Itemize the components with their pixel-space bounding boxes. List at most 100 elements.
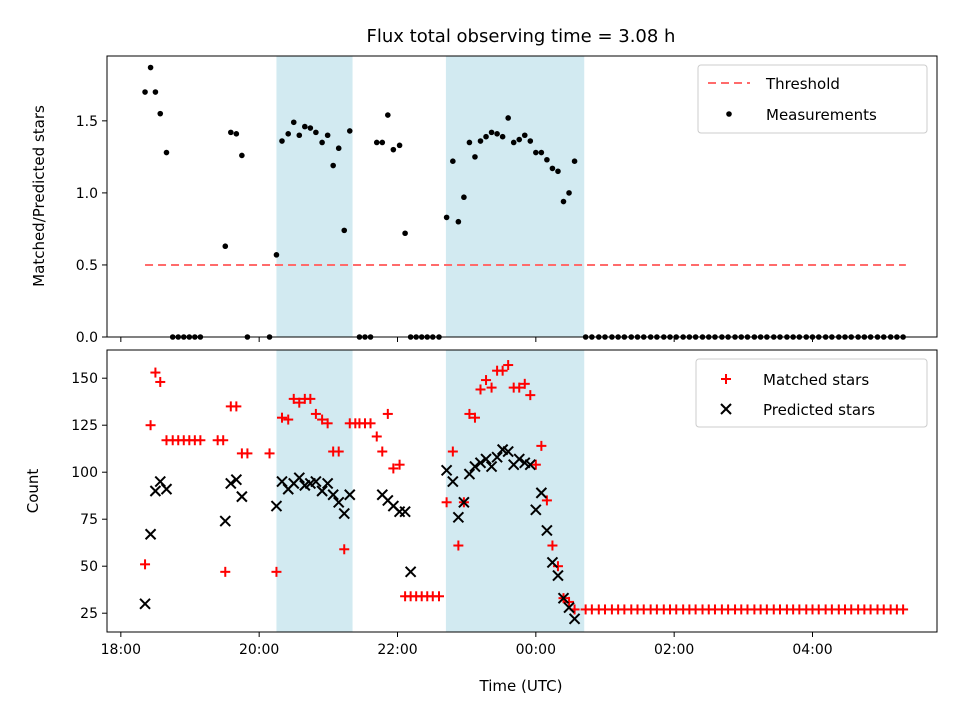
measurement-point	[538, 149, 545, 156]
predicted-star-point	[530, 504, 542, 516]
measurement-point	[319, 139, 325, 146]
matched-star-point	[271, 566, 282, 577]
matched-star-point	[481, 375, 492, 386]
measurement-point	[549, 165, 556, 172]
bottom-x-tick-label: 04:00	[792, 642, 832, 658]
legend-measurements-label: Measurements	[766, 106, 877, 124]
matched-star-point	[564, 596, 575, 607]
predicted-star-point	[447, 475, 459, 488]
matched-star-point	[486, 382, 497, 393]
measurement-point	[555, 168, 561, 175]
bottom-x-tick-label: 02:00	[654, 642, 694, 658]
measurement-point	[233, 131, 240, 137]
bottom-x-tick-label: 00:00	[516, 642, 556, 658]
matched-star-point	[145, 420, 156, 431]
bottom-y-tick-label: 50	[80, 559, 98, 575]
measurement-point	[313, 129, 319, 136]
bottom-y-tick-label: 100	[71, 465, 98, 481]
legend-predicted-label: Predicted stars	[763, 401, 875, 419]
predicted-star-point	[463, 468, 476, 480]
matched-star-point	[231, 401, 242, 412]
bottom-shaded-regions	[276, 350, 585, 632]
bottom-x-ticks: 18:00 20:00 22:00 00:00 02:00 04:00	[101, 632, 833, 658]
measurement-point	[505, 115, 511, 121]
matched-star-point	[333, 446, 344, 457]
predicted-star-point	[139, 598, 151, 610]
bottom-y-tick-label: 150	[71, 371, 98, 387]
matched-star-point	[264, 448, 275, 459]
measurement-point	[466, 139, 473, 146]
predicted-star-point	[219, 515, 231, 527]
measurement-point	[157, 110, 164, 117]
predicted-star-point	[513, 453, 525, 465]
predicted-star-point	[333, 496, 345, 508]
matched-star-point	[140, 559, 151, 570]
matched-star-point	[276, 412, 287, 423]
matched-star-point	[464, 408, 475, 419]
predicted-star-point	[236, 490, 248, 503]
matched-star-point	[377, 446, 388, 457]
matched-star-point	[294, 397, 305, 408]
predicted-star-point	[563, 601, 575, 614]
measurement-point	[346, 128, 353, 134]
predicted-star-point	[225, 477, 237, 490]
predicted-star-point	[524, 458, 537, 471]
top-axes-frame	[106, 55, 938, 338]
matched-star-point	[497, 365, 508, 376]
measurement-point	[228, 129, 234, 136]
predicted-star-point	[552, 569, 564, 582]
predicted-star-point	[144, 528, 157, 540]
matched-star-point	[288, 393, 299, 404]
predicted-stars-series	[139, 443, 581, 625]
measurement-point	[373, 139, 380, 146]
matched-star-point	[469, 412, 480, 423]
bottom-shaded-region-1	[445, 350, 585, 632]
matched-star-point	[394, 459, 405, 470]
predicted-star-point	[480, 453, 492, 465]
predicted-star-point	[344, 489, 356, 501]
predicted-star-point	[316, 485, 328, 497]
top-y-tick-label: 0.0	[76, 330, 98, 346]
measurement-point	[296, 132, 303, 139]
predicted-star-point	[491, 451, 503, 463]
legend-matched-marker	[721, 374, 731, 384]
predicted-star-point	[568, 613, 581, 625]
predicted-star-point	[452, 511, 465, 524]
matched-star-point	[310, 408, 321, 419]
matched-star-point	[195, 435, 206, 446]
matched-star-point	[218, 435, 229, 446]
predicted-star-point	[535, 487, 548, 499]
measurement-point	[324, 132, 331, 139]
predicted-star-point	[440, 464, 453, 477]
matched-star-point	[322, 418, 333, 429]
measurement-point	[516, 136, 523, 143]
matched-star-point	[547, 540, 558, 551]
top-shaded-region-1	[445, 56, 585, 337]
predicted-star-point	[310, 475, 322, 488]
measurement-point	[330, 162, 336, 169]
matched-star-point	[898, 604, 909, 615]
measurement-point	[142, 89, 148, 95]
bottom-y-ticks: 25 50 75 100 125 150	[71, 371, 107, 622]
top-legend: Threshold Measurements	[697, 64, 928, 134]
measurement-point	[544, 156, 550, 163]
matched-star-point	[447, 446, 458, 457]
matched-star-point	[365, 418, 376, 429]
measurement-point	[472, 154, 478, 160]
bottom-legend-box	[695, 358, 928, 428]
predicted-star-point	[270, 500, 283, 512]
predicted-star-point	[399, 505, 411, 518]
measurement-point	[385, 112, 391, 118]
measurement-point	[279, 138, 285, 144]
predicted-star-point	[502, 445, 514, 458]
measurement-point	[379, 139, 386, 146]
measurement-point	[494, 131, 500, 137]
measurement-point	[307, 125, 314, 131]
matched-star-point	[503, 360, 514, 371]
measurement-point	[461, 194, 467, 201]
legend-predicted-swatch	[720, 403, 732, 415]
measurement-point	[488, 129, 495, 136]
matched-star-point	[441, 497, 452, 508]
matched-star-point	[552, 561, 563, 572]
